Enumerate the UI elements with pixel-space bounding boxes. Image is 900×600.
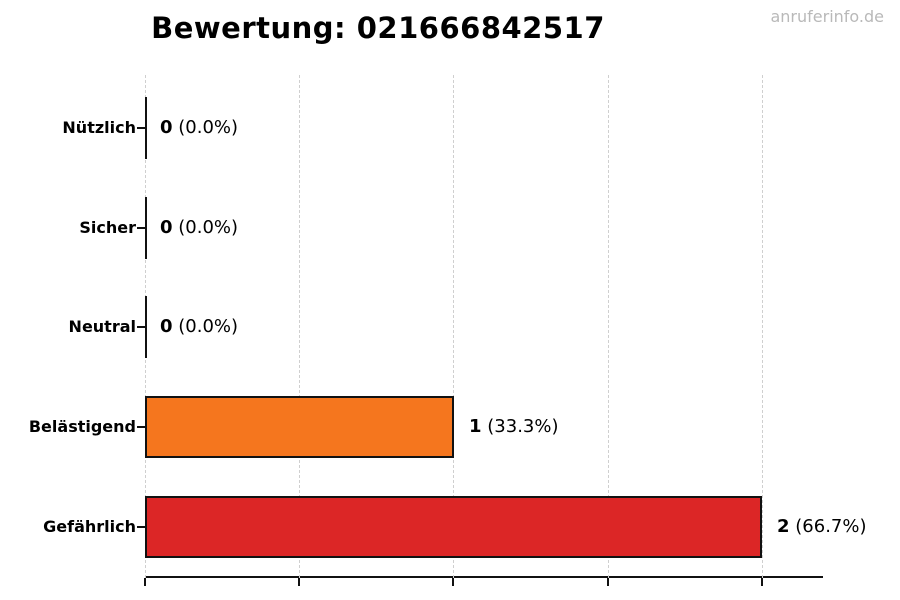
category-label-nuetzlich: Nützlich bbox=[62, 118, 136, 137]
x-tick bbox=[452, 578, 454, 586]
y-tick bbox=[137, 227, 145, 229]
gridline bbox=[608, 75, 609, 578]
value-percent: (33.3%) bbox=[487, 416, 559, 437]
x-tick bbox=[298, 578, 300, 586]
value-percent: (66.7%) bbox=[795, 516, 867, 537]
x-tick bbox=[607, 578, 609, 586]
value-percent: (0.0%) bbox=[178, 316, 239, 337]
value-label: 0 (0.0%) bbox=[160, 296, 238, 358]
x-tick bbox=[144, 578, 146, 586]
category-label-belaestigend: Belästigend bbox=[28, 417, 136, 436]
value-count: 0 bbox=[160, 217, 173, 238]
bar-gefaehrlich bbox=[145, 496, 762, 558]
bar-nuetzlich bbox=[145, 97, 147, 159]
value-percent: (0.0%) bbox=[178, 217, 239, 238]
value-percent: (0.0%) bbox=[178, 117, 239, 138]
value-label: 0 (0.0%) bbox=[160, 97, 238, 159]
gridline bbox=[453, 75, 454, 578]
chart-title: Bewertung: 021666842517 bbox=[151, 11, 605, 45]
gridline bbox=[299, 75, 300, 578]
value-count: 2 bbox=[777, 516, 790, 537]
bar-belaestigend bbox=[145, 396, 454, 458]
watermark: anruferinfo.de bbox=[770, 7, 884, 26]
category-label-neutral: Neutral bbox=[68, 317, 136, 336]
value-label: 0 (0.0%) bbox=[160, 197, 238, 259]
y-tick bbox=[137, 526, 145, 528]
y-tick bbox=[137, 326, 145, 328]
gridline bbox=[762, 75, 763, 578]
bar-sicher bbox=[145, 197, 147, 259]
x-tick bbox=[761, 578, 763, 586]
value-count: 0 bbox=[160, 316, 173, 337]
y-tick bbox=[137, 426, 145, 428]
value-label: 2 (66.7%) bbox=[777, 496, 867, 558]
y-tick bbox=[137, 127, 145, 129]
value-count: 0 bbox=[160, 117, 173, 138]
category-label-gefaehrlich: Gefährlich bbox=[43, 517, 136, 536]
value-count: 1 bbox=[469, 416, 482, 437]
value-label: 1 (33.3%) bbox=[469, 396, 559, 458]
plot-area: 0 (0.0%) 0 (0.0%) 0 (0.0%) 1 (33.3%) 2 (… bbox=[144, 75, 867, 586]
category-label-sicher: Sicher bbox=[79, 218, 136, 237]
bar-neutral bbox=[145, 296, 147, 358]
